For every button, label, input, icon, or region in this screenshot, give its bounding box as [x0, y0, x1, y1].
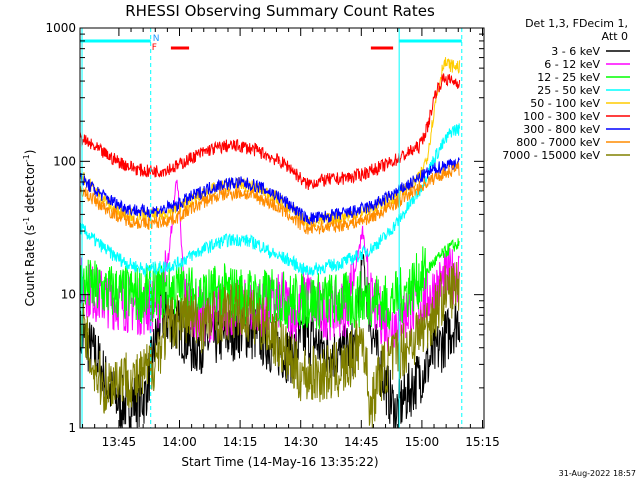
series-line-0: [79, 251, 461, 429]
annotation-layer: NF: [80, 28, 463, 428]
series-layer: [79, 57, 461, 429]
x-tick-label-5: 15:00: [405, 435, 440, 449]
plot-frame: [79, 27, 485, 429]
y-tick-label-2: 100: [53, 154, 76, 168]
legend-header-line1: Det 1,3, FDecim 1,: [525, 17, 628, 30]
legend-label-1: 6 - 12 keV: [544, 58, 600, 71]
x-tick-label-2: 14:15: [223, 435, 258, 449]
flare-label: F: [152, 43, 157, 53]
series-line-8: [79, 261, 461, 429]
x-tick-label-6: 15:15: [465, 435, 500, 449]
y-tick-label-1: 10: [61, 288, 76, 302]
x-axis: 13:45 14:00 14:15 14:30 14:45 15:00 15:15: [82, 28, 500, 449]
legend-label-6: 300 - 800 keV: [523, 123, 600, 136]
y-label-part1: Count Rate (s: [23, 225, 37, 307]
series-line-2: [79, 238, 460, 331]
series-line-5: [79, 73, 461, 191]
x-axis-label: Start Time (14-May-16 13:35:22): [181, 455, 378, 469]
legend-label-0: 3 - 6 keV: [551, 45, 600, 58]
y-tick-label-3: 1000: [45, 21, 76, 35]
y-label-sup2: -1: [22, 154, 31, 162]
chart-title: RHESSI Observing Summary Count Rates: [125, 2, 435, 20]
y-label-sup1: -1: [22, 217, 31, 225]
attenuator-label: N: [153, 34, 160, 44]
legend-label-3: 25 - 50 keV: [537, 84, 600, 97]
x-tick-label-1: 14:00: [162, 435, 197, 449]
legend-label-8: 7000 - 15000 keV: [502, 149, 600, 162]
x-tick-label-4: 14:45: [344, 435, 379, 449]
y-label-part3: ): [23, 150, 37, 155]
x-tick-label-0: 13:45: [102, 435, 137, 449]
x-tick-label-3: 14:30: [283, 435, 318, 449]
legend-label-2: 12 - 25 keV: [537, 71, 600, 84]
timestamp: 31-Aug-2022 18:57: [559, 469, 636, 478]
y-tick-label-0: 1: [68, 421, 76, 435]
y-axis: 1 10 100 1000: [45, 21, 484, 435]
series-line-7: [79, 161, 460, 235]
y-label-part2: detector: [23, 162, 37, 217]
series-line-6: [79, 157, 460, 226]
legend-header-line2: Att 0: [602, 30, 628, 43]
legend-label-4: 50 - 100 keV: [530, 97, 600, 110]
y-axis-label: Count Rate (s-1 detector-1): [22, 150, 37, 307]
series-line-3: [79, 123, 461, 278]
legend-label-5: 100 - 300 keV: [523, 110, 600, 123]
legend-label-7: 800 - 7000 keV: [516, 136, 600, 149]
